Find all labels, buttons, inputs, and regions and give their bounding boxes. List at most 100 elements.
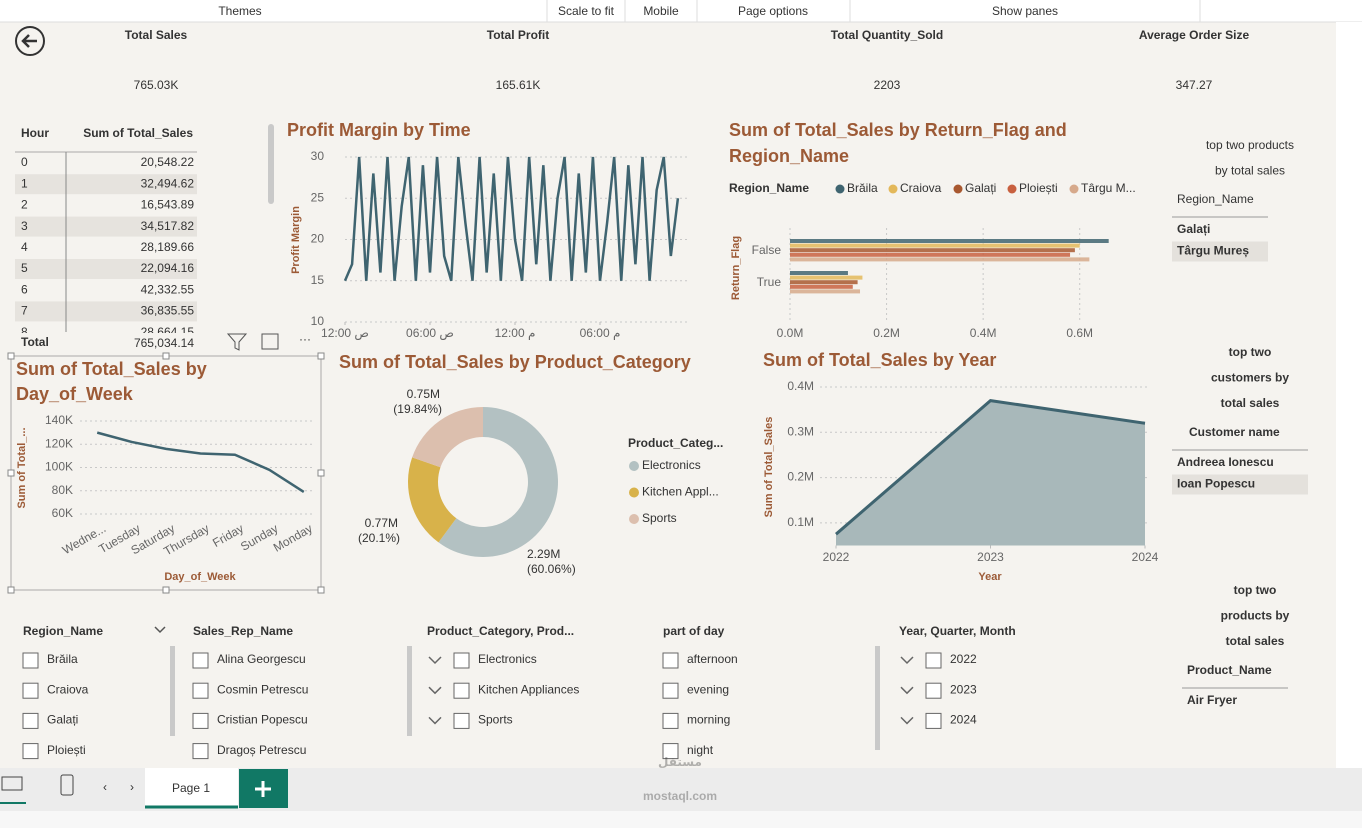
y-tick-label: True	[757, 275, 782, 289]
focus-icon[interactable]	[261, 333, 279, 350]
slicer-item: Cristian Popescu	[217, 713, 308, 727]
expand-chevron	[900, 656, 914, 665]
line	[96, 431, 305, 493]
page-tab[interactable]	[145, 768, 238, 808]
more-icon[interactable]: ···	[299, 332, 311, 346]
x-tick-label: 2024	[1132, 550, 1159, 564]
slicer-scrollbar	[407, 646, 412, 736]
back-button[interactable]	[15, 26, 45, 56]
desktop-icon[interactable]	[1, 776, 23, 791]
checkbox[interactable]	[662, 712, 679, 729]
slicer-item: 2022	[950, 652, 977, 666]
checkbox[interactable]	[925, 712, 942, 729]
checkbox[interactable]	[22, 712, 39, 729]
checkbox[interactable]	[22, 652, 39, 669]
panel-row: Galați	[1177, 222, 1210, 236]
checkbox[interactable]	[662, 652, 679, 669]
chart-title: Sum of Total_Sales by Return_Flag and	[729, 120, 1067, 140]
resize-handle	[162, 586, 170, 594]
slicer-item: Ploiești	[47, 743, 86, 757]
expand-chevron	[428, 656, 442, 665]
table-row-shade	[15, 216, 197, 237]
table-total: 765,034.14	[134, 336, 194, 350]
y-tick-label: 0.4M	[787, 379, 814, 393]
checkbox[interactable]	[22, 682, 39, 699]
mobile-icon[interactable]	[60, 774, 74, 796]
legend-swatch	[1007, 184, 1017, 194]
slicer-header: Product_Category, Prod...	[427, 624, 574, 638]
checkbox[interactable]	[192, 712, 209, 729]
kpi-title: Total Quantity_Sold	[831, 28, 943, 42]
expand-chevron	[428, 686, 442, 695]
table-header: Sum of Total_Sales	[83, 126, 193, 140]
y-axis-label: Sum of Total_...	[16, 427, 28, 508]
table-cell: 4	[21, 240, 28, 254]
y-axis-label: Sum of Total_Sales	[763, 417, 775, 518]
legend-swatch	[1069, 184, 1079, 194]
legend-label: Kitchen Appl...	[642, 485, 719, 499]
slicer-item: night	[687, 743, 714, 757]
slicer-item: 2023	[950, 682, 977, 696]
table-cell: 16,543.89	[141, 198, 195, 212]
checkbox[interactable]	[453, 652, 470, 669]
kpi-title: Average Order Size	[1139, 28, 1250, 42]
chart-title: Region_Name	[729, 146, 849, 166]
prev-page[interactable]: ‹	[103, 780, 107, 794]
checkbox[interactable]	[925, 652, 942, 669]
y-tick-label: 10	[311, 314, 325, 328]
kpi-value: 165.61K	[496, 78, 541, 92]
panel-title: top two products	[1206, 138, 1294, 152]
panel-title: customers by	[1211, 371, 1289, 385]
checkbox[interactable]	[192, 652, 209, 669]
next-page[interactable]: ›	[130, 780, 134, 794]
x-tick-label: 0.4M	[970, 326, 997, 340]
table-cell: 1	[21, 176, 28, 190]
table-cell: 0	[21, 155, 28, 169]
dropdown-chevron[interactable]	[154, 626, 166, 634]
checkbox[interactable]	[192, 743, 209, 760]
checkbox[interactable]	[453, 682, 470, 699]
resize-handle	[7, 352, 15, 360]
checkbox[interactable]	[22, 743, 39, 760]
panel-title: by total sales	[1215, 164, 1285, 178]
legend-swatch	[629, 487, 639, 498]
table-row-shade	[15, 174, 197, 195]
resize-handle	[7, 586, 15, 594]
bar	[790, 248, 1075, 253]
data-label: (60.06%)	[527, 562, 576, 576]
table-cell: 22,094.16	[141, 261, 195, 275]
slicer-item: Alina Georgescu	[217, 652, 306, 666]
line	[835, 399, 1146, 536]
slicer-item: morning	[687, 713, 730, 727]
filter-icon[interactable]	[226, 333, 248, 351]
kpi-value: 765.03K	[134, 78, 179, 92]
slicer-item: Brăila	[47, 652, 78, 666]
toolbar-item: Mobile	[643, 4, 679, 18]
legend-label: Electronics	[642, 458, 701, 472]
donut-slice	[438, 407, 558, 557]
slicer-header: Year, Quarter, Month	[899, 624, 1016, 638]
legend-label: Târgu M...	[1081, 181, 1136, 195]
checkbox[interactable]	[662, 682, 679, 699]
bar	[790, 239, 1109, 243]
checkbox[interactable]	[192, 682, 209, 699]
kpi-title: Total Profit	[487, 28, 549, 42]
y-tick-label: 60K	[52, 506, 73, 520]
panel-row: Air Fryer	[1187, 693, 1237, 707]
x-tick-label: 0.0M	[777, 326, 804, 340]
checkbox[interactable]	[662, 743, 679, 760]
data-label: (19.84%)	[393, 402, 442, 416]
slicer-scrollbar	[170, 646, 175, 736]
x-tick-label: 12:00 ص	[321, 326, 369, 341]
resize-handle	[317, 469, 325, 477]
slicer-item: afternoon	[687, 652, 738, 666]
x-tick-label: 2022	[823, 550, 850, 564]
slicer-header: Sales_Rep_Name	[193, 624, 293, 638]
table-cell: 36,835.55	[141, 304, 195, 318]
expand-chevron	[428, 716, 442, 725]
bar	[790, 252, 1071, 257]
slicer-item: evening	[687, 682, 729, 696]
checkbox[interactable]	[925, 682, 942, 699]
checkbox[interactable]	[453, 712, 470, 729]
resize-handle	[317, 586, 325, 594]
